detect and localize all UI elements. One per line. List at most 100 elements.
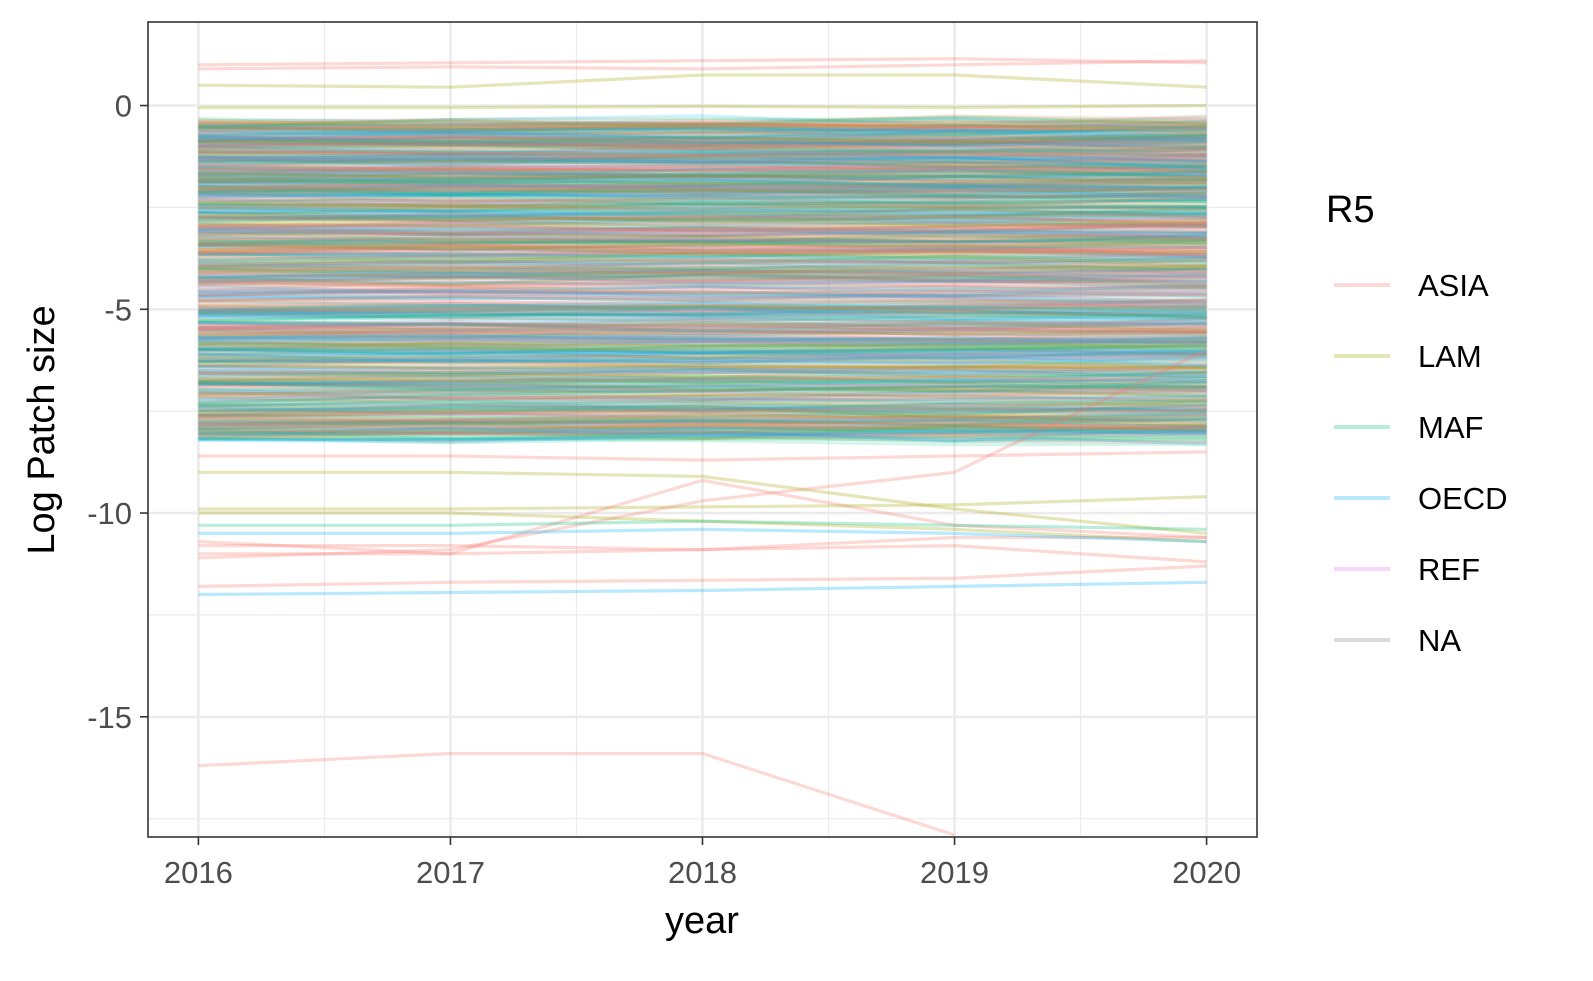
series-line bbox=[198, 398, 1207, 409]
series-line bbox=[198, 235, 1207, 247]
series-line bbox=[198, 207, 1207, 219]
series-line bbox=[198, 408, 1207, 417]
series-line bbox=[198, 129, 1207, 144]
series-line bbox=[198, 291, 1207, 299]
series-line bbox=[198, 206, 1207, 219]
series-line bbox=[198, 370, 1207, 381]
series-line bbox=[198, 170, 1207, 184]
series-line bbox=[198, 303, 1207, 313]
series-line bbox=[198, 218, 1207, 230]
series-line bbox=[198, 149, 1207, 158]
series-line bbox=[198, 121, 1207, 131]
series-line bbox=[198, 395, 1207, 405]
series-line bbox=[198, 364, 1207, 374]
series-line bbox=[198, 433, 1207, 442]
series-line bbox=[198, 305, 1207, 322]
series-line bbox=[198, 201, 1207, 219]
series-line bbox=[198, 202, 1207, 209]
series-line bbox=[198, 212, 1207, 221]
series-line bbox=[198, 178, 1207, 191]
series-line bbox=[198, 187, 1207, 196]
series-line bbox=[198, 185, 1207, 200]
series-line bbox=[198, 394, 1207, 402]
series-line bbox=[198, 137, 1207, 150]
series-line bbox=[198, 368, 1207, 381]
series-line bbox=[198, 211, 1207, 222]
series-line bbox=[198, 414, 1207, 428]
series-line bbox=[198, 290, 1207, 305]
series-line bbox=[198, 176, 1207, 188]
series-line bbox=[198, 323, 1207, 338]
series-line bbox=[198, 186, 1207, 200]
series-line bbox=[198, 138, 1207, 152]
series-line bbox=[198, 293, 1207, 302]
series-line bbox=[198, 123, 1207, 134]
series-line bbox=[198, 337, 1207, 347]
series-line bbox=[198, 386, 1207, 397]
series-line bbox=[198, 186, 1207, 194]
series-line bbox=[198, 302, 1207, 317]
series-line bbox=[198, 186, 1207, 198]
series-line bbox=[198, 419, 1207, 428]
series-line bbox=[198, 133, 1207, 147]
major-gridlines bbox=[148, 22, 1257, 837]
series-line bbox=[198, 351, 1207, 363]
series-line bbox=[198, 157, 1207, 173]
series-line bbox=[198, 283, 1207, 295]
series-line bbox=[198, 180, 1207, 189]
series-line bbox=[198, 409, 1207, 421]
series-line bbox=[198, 278, 1207, 292]
series-line bbox=[198, 411, 1207, 426]
series-line bbox=[198, 201, 1207, 211]
series-line bbox=[198, 381, 1207, 391]
series-line bbox=[198, 275, 1207, 291]
series-line bbox=[198, 246, 1207, 258]
series-line bbox=[198, 318, 1207, 328]
series-line bbox=[198, 379, 1207, 393]
series-line bbox=[198, 412, 1207, 422]
series-line bbox=[198, 428, 1207, 444]
series-line bbox=[198, 189, 1207, 202]
series-line bbox=[198, 127, 1207, 136]
series-line bbox=[198, 119, 1207, 127]
series-line bbox=[198, 257, 1207, 271]
series-line bbox=[198, 115, 1207, 128]
series-line bbox=[198, 280, 1207, 296]
series-line bbox=[198, 336, 1207, 344]
series-line-lam bbox=[198, 511, 1207, 544]
series-line bbox=[198, 185, 1207, 194]
series-line bbox=[198, 341, 1207, 351]
series-line bbox=[198, 124, 1207, 140]
series-line bbox=[198, 144, 1207, 155]
series-line bbox=[198, 272, 1207, 285]
series-line bbox=[198, 407, 1207, 420]
series-line bbox=[198, 284, 1207, 296]
series-line bbox=[198, 396, 1207, 406]
series-line bbox=[198, 188, 1207, 197]
series-line bbox=[198, 381, 1207, 393]
series-line bbox=[198, 249, 1207, 260]
series-line-lam bbox=[198, 495, 1207, 511]
series-line bbox=[198, 135, 1207, 147]
series-line bbox=[198, 175, 1207, 189]
series-line bbox=[198, 214, 1207, 226]
series-line bbox=[198, 149, 1207, 158]
series-line bbox=[198, 431, 1207, 444]
series-line bbox=[198, 238, 1207, 250]
series-line bbox=[198, 199, 1207, 207]
series-line bbox=[198, 114, 1207, 127]
series-line bbox=[198, 333, 1207, 344]
series-line bbox=[198, 134, 1207, 147]
series-line bbox=[198, 122, 1207, 133]
series-line bbox=[198, 269, 1207, 280]
series-line bbox=[198, 273, 1207, 285]
series-line bbox=[198, 301, 1207, 312]
series-line bbox=[198, 183, 1207, 199]
series-line-asia bbox=[198, 535, 1207, 552]
series-line bbox=[198, 387, 1207, 402]
series-line bbox=[198, 197, 1207, 211]
series-line bbox=[198, 351, 1207, 363]
series-line bbox=[198, 153, 1207, 167]
series-line bbox=[198, 202, 1207, 211]
series-line bbox=[198, 131, 1207, 146]
